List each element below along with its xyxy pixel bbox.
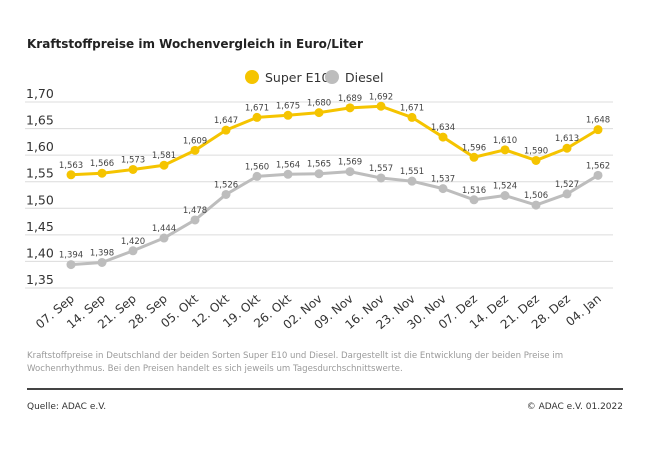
y-tick-label: 1,65: [26, 113, 54, 128]
source-note: Quelle: ADAC e.V.: [27, 402, 107, 412]
data-point: [221, 125, 231, 135]
series-line-super-e10: [70, 104, 599, 177]
data-label: 1,610: [493, 136, 517, 146]
data-point: [283, 169, 293, 179]
chart-caption: Kraftstoffpreise in Deutschland der beid…: [27, 351, 564, 374]
data-point: [159, 233, 169, 243]
y-tick-label: 1,55: [26, 166, 54, 181]
data-label: 1,563: [59, 161, 83, 171]
data-label: 1,634: [431, 123, 455, 133]
data-label: 1,565: [307, 160, 331, 170]
data-point: [190, 215, 200, 225]
data-point: [345, 103, 355, 113]
data-point: [438, 184, 448, 194]
data-label: 1,566: [90, 159, 114, 169]
data-label: 1,671: [400, 103, 424, 113]
data-label: 1,557: [369, 164, 393, 174]
data-point: [97, 257, 107, 267]
data-point: [376, 101, 386, 111]
data-point: [376, 173, 386, 183]
data-label: 1,516: [462, 186, 486, 196]
data-point: [407, 112, 417, 122]
data-label: 1,648: [586, 116, 610, 126]
data-point: [190, 145, 200, 155]
data-label: 1,647: [214, 116, 238, 126]
data-point: [469, 195, 479, 205]
data-label: 1,478: [183, 206, 207, 216]
data-label: 1,680: [307, 99, 331, 109]
data-label: 1,526: [214, 180, 238, 190]
data-label: 1,692: [369, 92, 393, 102]
data-label: 1,398: [90, 248, 114, 258]
y-tick-label: 1,50: [26, 192, 54, 207]
y-tick-label: 1,60: [26, 139, 54, 154]
legend-label: Diesel: [345, 70, 383, 85]
data-label: 1,444: [152, 224, 176, 234]
data-label: 1,524: [493, 182, 517, 192]
data-label: 1,537: [431, 175, 455, 185]
data-point: [407, 176, 417, 186]
data-label: 1,671: [245, 103, 269, 113]
legend-label: Super E10: [265, 70, 329, 85]
data-point: [128, 164, 138, 174]
data-point: [252, 171, 262, 181]
data-label: 1,689: [338, 94, 362, 104]
data-point: [531, 200, 541, 210]
data-label: 1,564: [276, 160, 300, 170]
data-label: 1,569: [338, 158, 362, 168]
data-label: 1,527: [555, 180, 579, 190]
data-label: 1,562: [586, 161, 610, 171]
data-label: 1,596: [462, 143, 486, 153]
data-label: 1,420: [121, 237, 145, 247]
data-label: 1,675: [276, 101, 300, 111]
data-point: [469, 152, 479, 162]
data-point: [66, 260, 76, 270]
data-label: 1,609: [183, 136, 207, 146]
data-point: [283, 110, 293, 120]
data-point: [252, 112, 262, 122]
data-point: [345, 167, 355, 177]
chart-title: Kraftstoffpreise im Wochenvergleich in E…: [27, 37, 363, 51]
data-label: 1,573: [121, 155, 145, 165]
data-point: [314, 169, 324, 179]
data-point: [562, 189, 572, 199]
data-label: 1,590: [524, 146, 548, 156]
x-tick-label: 04. Jan: [563, 292, 604, 329]
copyright-note: © ADAC e.V. 01.2022: [526, 402, 623, 412]
divider: [27, 388, 623, 390]
data-point: [128, 246, 138, 256]
data-label: 1,506: [524, 191, 548, 201]
line-chart: 1,70 1,65 1,60 1,55 1,50 1,45 1,40 1,35 Super E1…: [25, 70, 613, 332]
data-point: [593, 170, 603, 180]
data-label: 1,581: [152, 151, 176, 161]
legend-marker: [245, 70, 259, 84]
data-point: [562, 143, 572, 153]
data-point: [438, 132, 448, 142]
data-label: 1,613: [555, 134, 579, 144]
data-point: [500, 145, 510, 155]
data-label: 1,560: [245, 162, 269, 172]
y-tick-label: 1,45: [26, 219, 54, 234]
y-tick-label: 1,70: [26, 86, 54, 101]
legend-marker: [325, 70, 339, 84]
data-label: 1,394: [59, 251, 83, 261]
data-label: 1,551: [400, 167, 424, 177]
data-point: [221, 189, 231, 199]
data-point: [314, 108, 324, 118]
y-tick-label: 1,35: [26, 272, 54, 287]
data-point: [531, 155, 541, 165]
series-line-diesel: [70, 170, 599, 267]
data-point: [97, 168, 107, 178]
data-point: [593, 125, 603, 135]
data-point: [159, 160, 169, 170]
data-point: [500, 191, 510, 201]
y-tick-label: 1,40: [26, 245, 54, 260]
data-point: [66, 170, 76, 180]
